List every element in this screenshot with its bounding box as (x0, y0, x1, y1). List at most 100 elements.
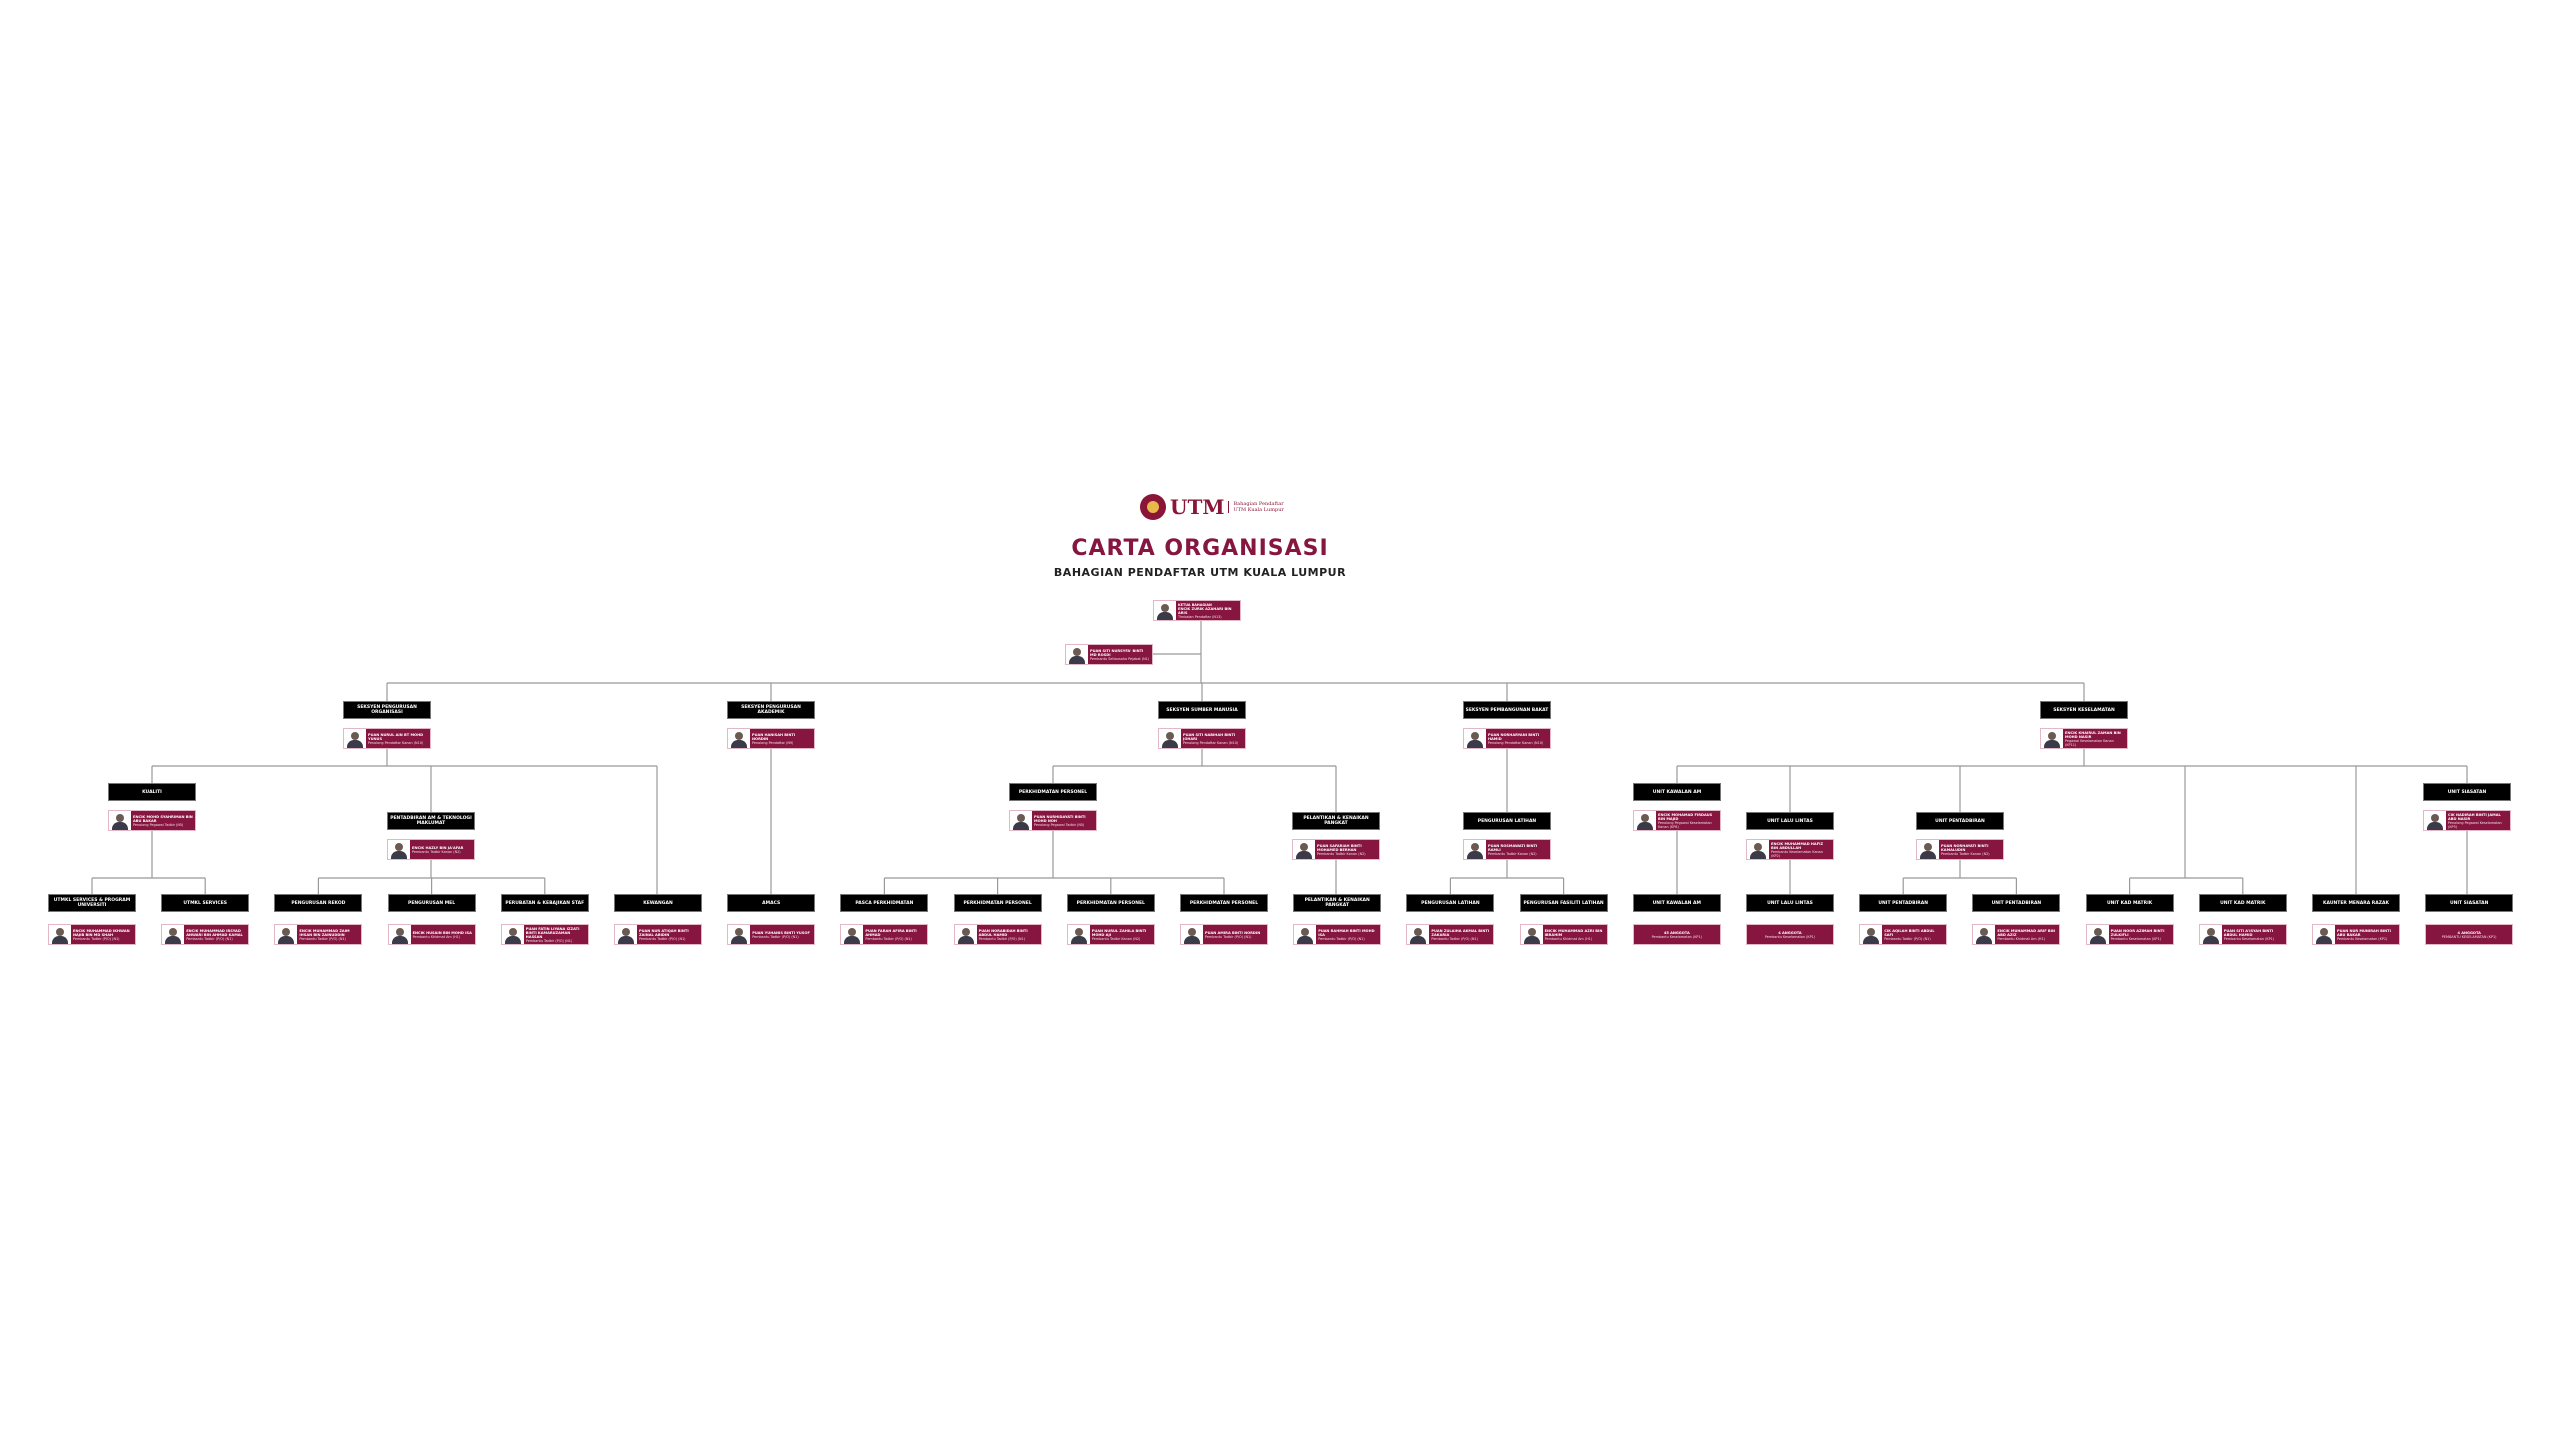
team-header: PENGURUSAN REKOD (274, 894, 363, 912)
person-name: 45 ANGGOTA (1663, 930, 1690, 935)
person-info: Puan Safariah binti Mohamed Berhan Pemban… (1315, 840, 1379, 859)
person-info: Puan Yuhanis binti Yusof Pembantu Tadbir … (750, 925, 814, 944)
person-photo (344, 729, 366, 748)
person-head-icon (1166, 732, 1174, 740)
unit-head-card: Puan Nurhidayati binti Mohd Noh Penolong … (1009, 810, 1097, 831)
person-info: Puan Zulaiha Akmal binti Zakaria Pembantu… (1429, 925, 1493, 944)
person-photo (1066, 645, 1088, 664)
person-head-icon (1414, 928, 1423, 936)
utm-logo: UTM Bahagian Pendaftar UTM Kuala Lumpur (1140, 494, 1284, 520)
person-photo (1294, 925, 1317, 944)
person-head-icon (395, 928, 404, 936)
person-title: Pegawai Keselamatan Kanan (KP11) (2065, 738, 2114, 747)
person-body-icon (1863, 936, 1880, 944)
person-title: Pembantu Tadbir (P/O) (N1) (978, 936, 1026, 941)
team-header: PERKHIDMATAN PERSONEL (1066, 894, 1155, 912)
person-title: Pembantu Tadbir Kanan (N2) (412, 849, 461, 854)
person-info: Puan Siti Nabihah binti Johari Penolong P… (1181, 729, 1245, 748)
person-body-icon (1410, 936, 1427, 944)
person-body-icon (347, 740, 363, 748)
person-name: Cik Aqilah binti Abdul Safi (1884, 928, 1935, 937)
person-name: Puan Fatin Liyana Izzati binti Kamaruzam… (525, 926, 580, 939)
team-member-card: Puan Norabidah binti Abdul Hamid Pembantu… (953, 924, 1042, 945)
person-info: Cik Nadirah binti Jamal Abd Nasir Penolon… (2446, 811, 2510, 830)
person-title: Penolong Pendaftar Kanan (N10) (368, 740, 424, 745)
team-header: PENGURUSAN LATIHAN (1406, 894, 1495, 912)
person-body-icon (1297, 936, 1314, 944)
person-name: Puan Nurul Ain bt Mohd Yunus (368, 732, 424, 741)
team-member-card: Puan Nur Atiqah binti Zainal Abidin Pemba… (614, 924, 702, 945)
person-name: Puan Siti A'isyah binti Abdul Hamid (2223, 928, 2274, 937)
person-name: Puan Farah Afira binti Ahmad (865, 928, 917, 937)
person-photo (2041, 729, 2063, 748)
person-name: Cik Nadirah binti Jamal Abd Nasir (2448, 812, 2501, 821)
person-name: Encik Muhammad Arif bin Abd Aziz (1997, 928, 2055, 937)
person-body-icon (957, 936, 974, 944)
person-title: Pembantu Tadbir (P/O) (N1) (1884, 936, 1931, 941)
person-info: Puan Nurul Zahila binti Mohd Aji Pembantu… (1090, 925, 1154, 944)
person-body-icon (52, 936, 68, 944)
team-header: UNIT PENTADBIRAN (1859, 894, 1948, 912)
person-info: Puan Fatin Liyana Izzati binti Kamaruzam… (524, 925, 588, 944)
person-info: Puan Nurhidayati binti Mohd Noh Penolong … (1032, 811, 1096, 830)
person-photo (841, 925, 864, 944)
person-head-icon (1471, 732, 1479, 740)
person-info: Puan Nur Atiqah binti Zainal Abidin Pemba… (637, 925, 701, 944)
head-of-division-card: KETUA BAHAGIAN Encik Zurik Azahari bin Ar… (1153, 600, 1241, 621)
person-name: Puan Zulaiha Akmal binti Zakaria (1431, 928, 1490, 937)
team-member-card: Puan Yuhanis binti Yusof Pembantu Tadbir … (727, 924, 816, 945)
person-head-icon (1867, 928, 1876, 936)
person-body-icon (1976, 936, 1993, 944)
person-info: Puan Nurul Ain bt Mohd Yunus Penolong Pen… (366, 729, 430, 748)
person-title: Pembantu Tadbir Kanan (N2) (1941, 851, 1990, 856)
person-name: Puan Yuhanis binti Yusof (752, 930, 810, 935)
person-title: Penolong Pegawai Tadbir (N5) (1034, 822, 1085, 827)
person-photo (501, 925, 524, 944)
person-title: Pembantu Khidmat Am (H1) (412, 934, 461, 939)
unit-header: KUALITI (108, 783, 196, 801)
person-title: Pembantu Khidmat Am (H1) (1997, 936, 2045, 941)
person-info: Puan Nur Munirah binti Abu Bakar Pembantu… (2335, 925, 2399, 944)
section-head-card: Puan Hanisah binti Nordin Penolong Pendaf… (727, 728, 815, 749)
unit-head-card: Encik Mohd Syahriman bin Abu Bakar Penolo… (108, 810, 196, 831)
person-name: Puan Nur Munirah binti Abu Bakar (2337, 928, 2391, 937)
team-header: PERUBATAN & KEBAJIKAN STAF (500, 894, 589, 912)
person-info: 45 ANGGOTA Pembantu Keselamatan (KP1) (1634, 925, 1720, 944)
person-photo (109, 811, 131, 830)
person-info: Puan Siti A'isyah binti Abdul Hamid Pemba… (2222, 925, 2286, 944)
person-head-icon (1641, 814, 1649, 822)
person-name: Encik Mohamad Firdaus bin Majid (1658, 812, 1713, 821)
person-photo (728, 925, 751, 944)
section-header: SEKSYEN KESELAMATAN (2040, 701, 2128, 719)
team-header: UTMKL SERVICES (161, 894, 250, 912)
team-header: PERKHIDMATAN PERSONEL (1180, 894, 1268, 912)
person-body-icon (1523, 936, 1540, 944)
person-photo (1634, 811, 1656, 830)
person-body-icon (2089, 936, 2106, 944)
person-head-icon (1754, 843, 1762, 851)
person-head-icon (1471, 843, 1479, 851)
person-head-icon (735, 732, 743, 740)
person-title: Penolong Pegawai Keselamatan Kanan (KP8) (1658, 820, 1712, 829)
person-title: Pembantu Tadbir (P/O) (N1) (186, 936, 233, 941)
team-member-card: Encik Muhammad Ikhwan Najib bin Md Shah P… (48, 924, 136, 945)
person-info: Encik Muhammad Hafiz bin Abdullah Pembant… (1769, 840, 1833, 859)
person-title: Pembantu Tadbir (P/O) (N1) (73, 936, 120, 941)
person-body-icon (165, 936, 182, 944)
person-title: Penolong Pegawai Tadbir (N5) (133, 822, 184, 827)
unit-head-card: Cik Nadirah binti Jamal Abd Nasir Penolon… (2423, 810, 2511, 831)
person-head-icon (169, 928, 178, 936)
person-title: Pembantu Tadbir (P/O) (N1) (1431, 936, 1478, 941)
person-title: Pembantu Tadbir (P/O) (N1) (299, 936, 346, 941)
team-member-card: Puan Noor Azimah binti Zulkifli Pembantu … (2085, 924, 2174, 945)
person-info: Puan Farah Afira binti Ahmad Pembantu Tad… (863, 925, 927, 944)
person-body-icon (1070, 936, 1087, 944)
person-photo (388, 925, 411, 944)
unit-head-card: Encik Hazly bin Ja'afar Pembantu Tadbir K… (387, 839, 475, 860)
person-title: Pembantu Tadbir (P/O) (N1) (525, 938, 573, 943)
person-info: 4 ANGGOTA Pembantu Keselamatan (KP1) (1747, 925, 1833, 944)
person-name: Puan Norabidah binti Abdul Hamid (978, 928, 1028, 937)
person-photo (2424, 811, 2446, 830)
person-body-icon (391, 936, 408, 944)
person-head-icon (508, 928, 517, 936)
